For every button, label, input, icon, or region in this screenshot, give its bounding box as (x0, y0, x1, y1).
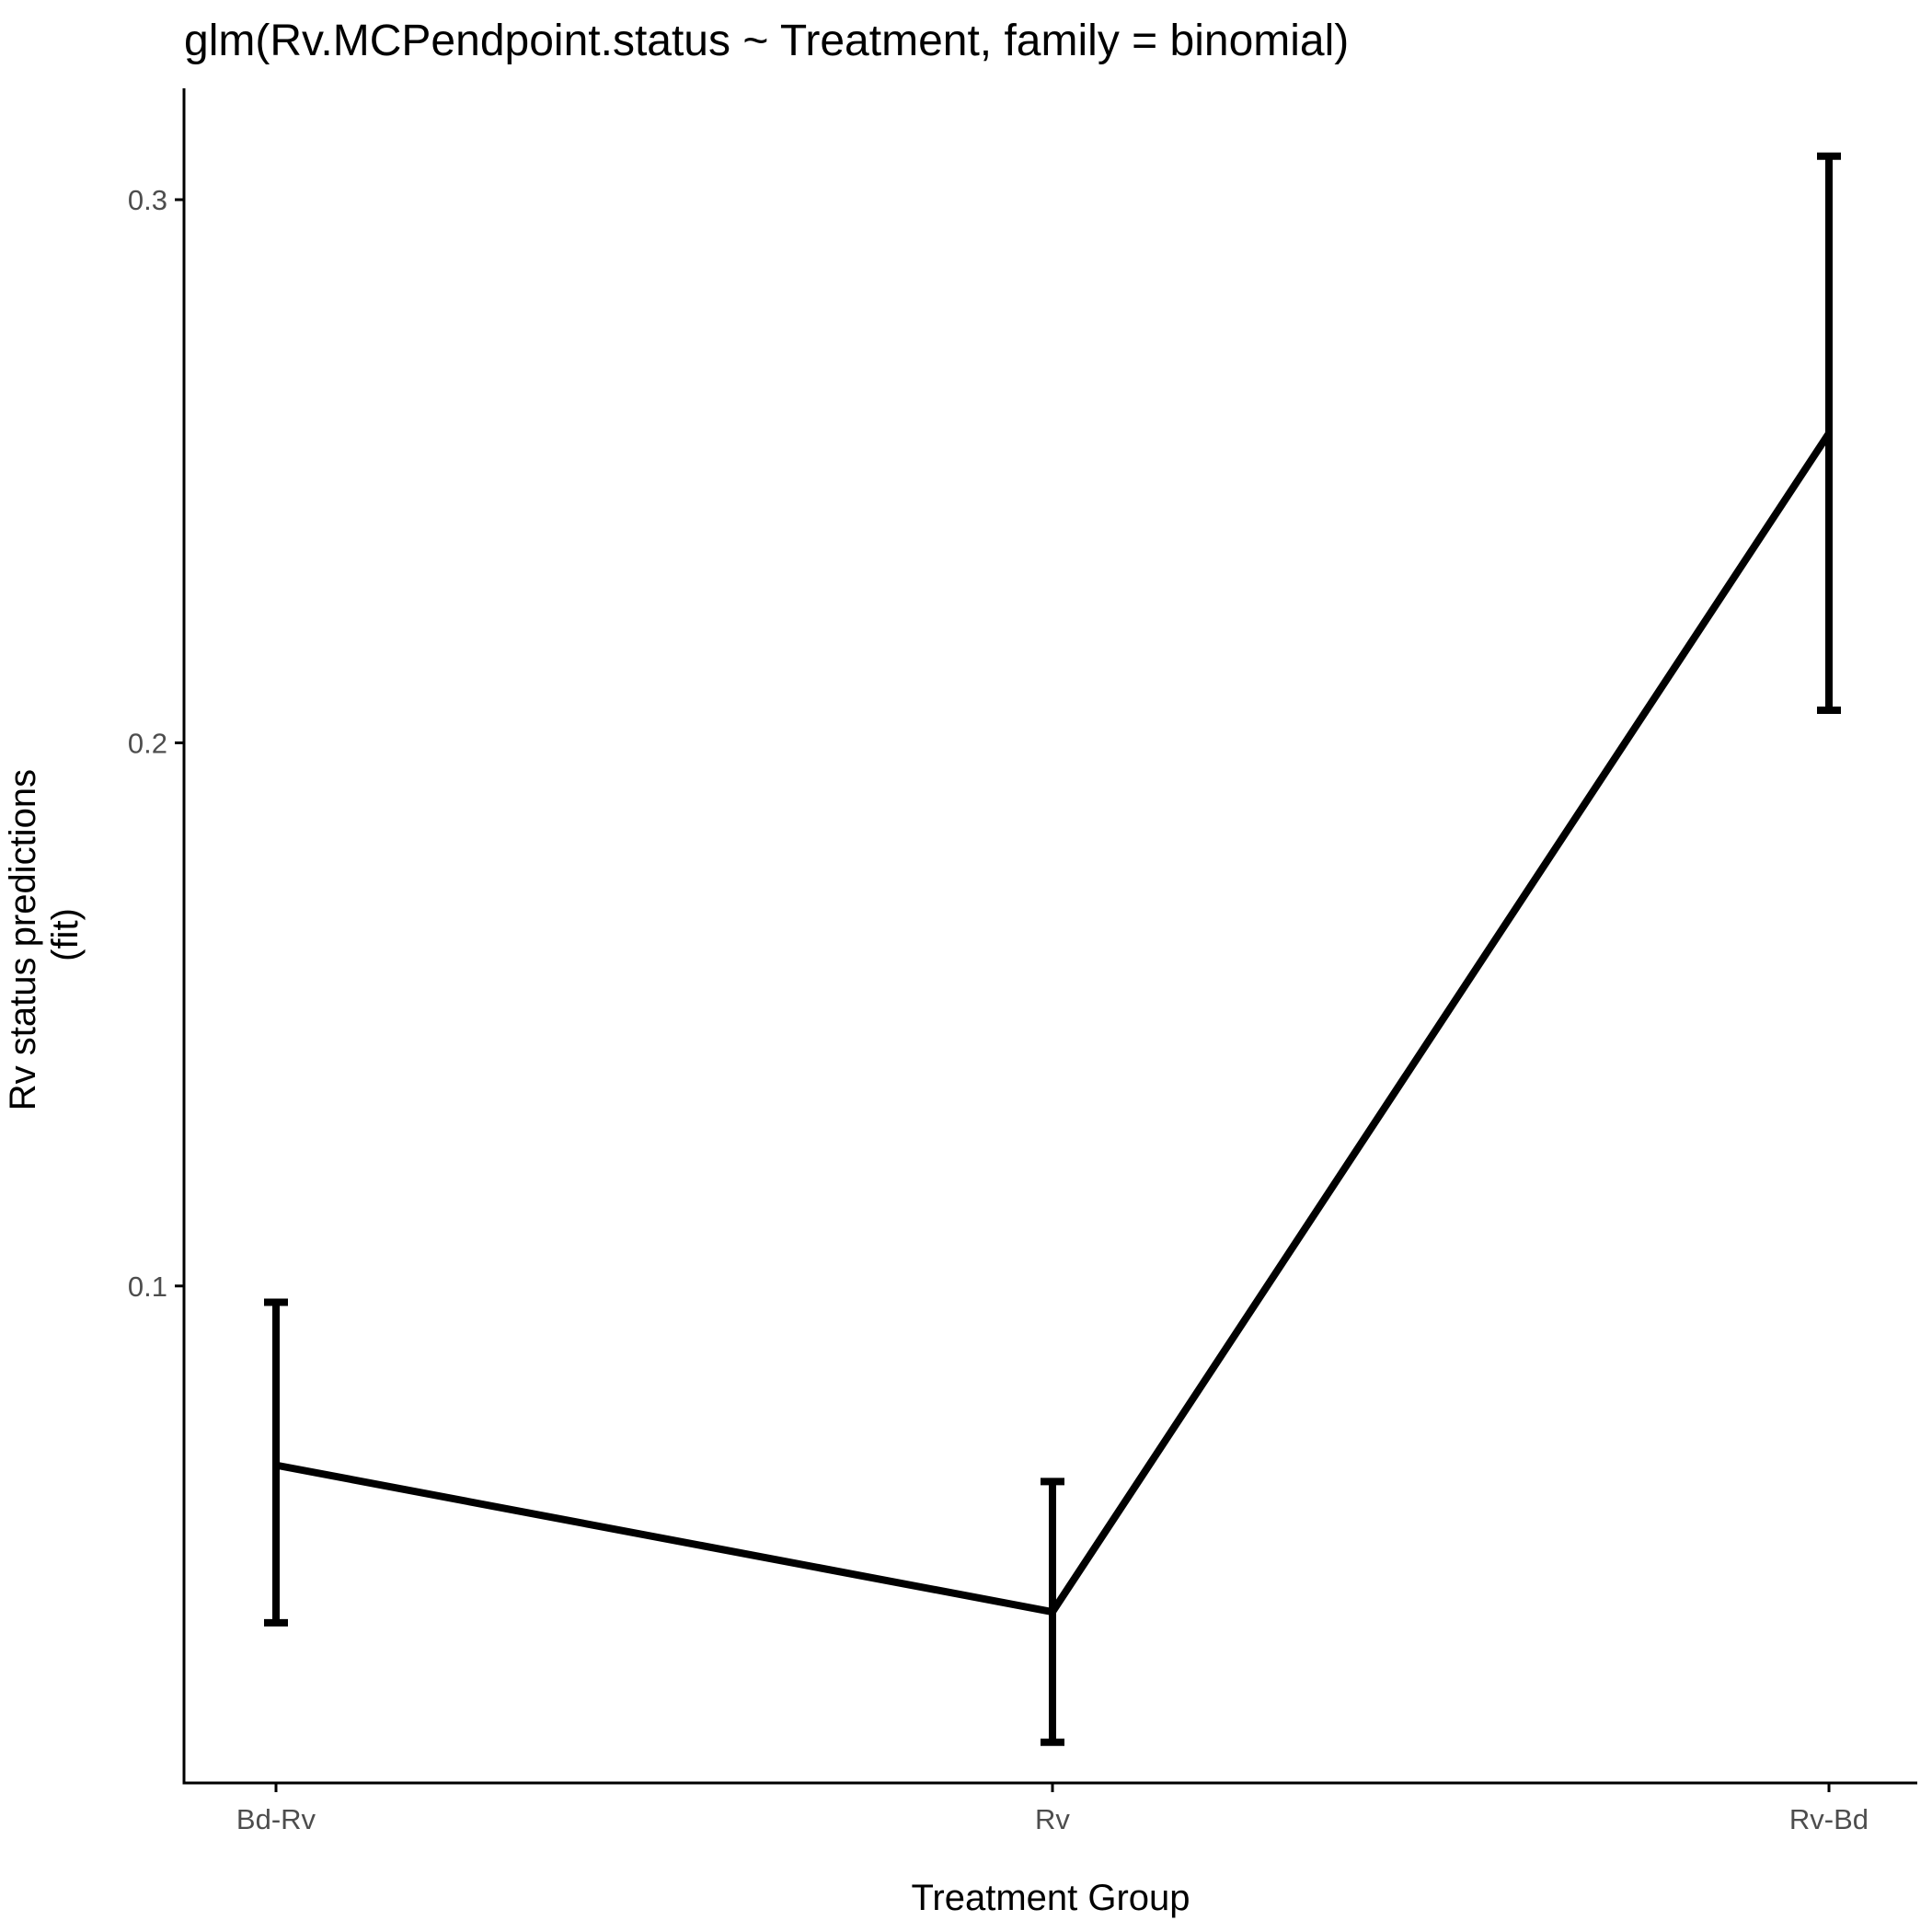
y-axis-ticks: 0.1 0.2 0.3 (128, 184, 184, 1303)
y-tick-label: 0.2 (128, 727, 167, 759)
chart-title: glm(Rv.MCPendpoint.status ~ Treatment, f… (184, 17, 1349, 65)
x-axis-label: Treatment Group (911, 1878, 1190, 1918)
y-tick-label: 0.3 (128, 184, 167, 216)
x-tick-label: Bd-Rv (236, 1803, 316, 1835)
x-tick-label: Rv (1035, 1803, 1070, 1835)
plot-area (264, 152, 1841, 1746)
x-axis-ticks: Bd-Rv Rv Rv-Bd (236, 1783, 1869, 1835)
y-axis-label: Rv status predictions (fit) (3, 759, 86, 1110)
y-axis-label-line-1: Rv status predictions (3, 769, 43, 1110)
y-tick-label: 0.1 (128, 1271, 167, 1303)
y-axis-label-line-2: (fit) (45, 908, 86, 961)
series-line (275, 431, 1833, 1616)
x-tick-label: Rv-Bd (1789, 1803, 1869, 1835)
